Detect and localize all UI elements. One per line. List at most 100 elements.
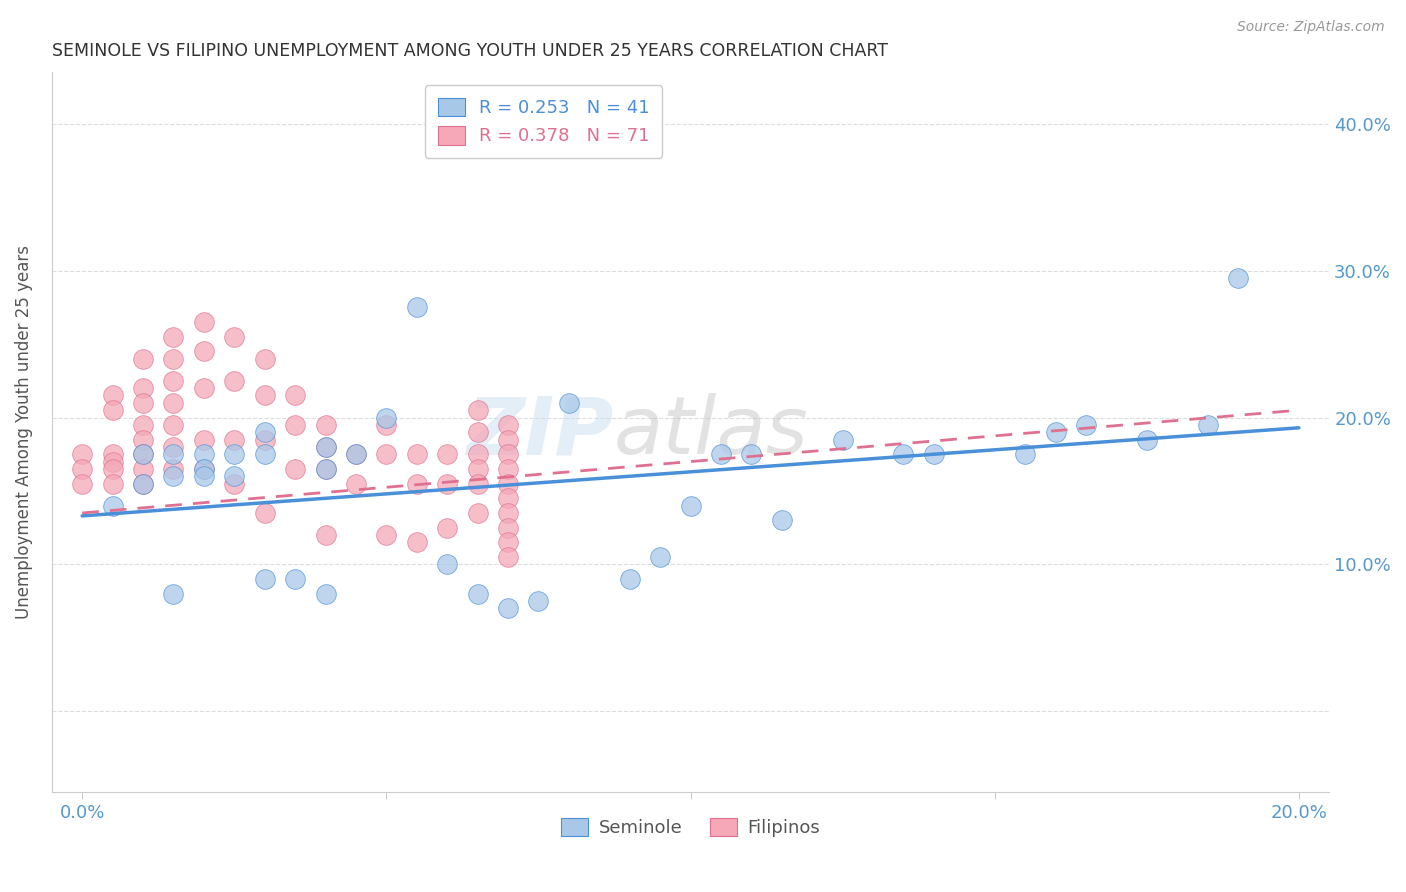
- Point: [710, 447, 733, 461]
- Point: [101, 403, 124, 417]
- Text: atlas: atlas: [614, 393, 808, 471]
- Point: [132, 417, 155, 432]
- Point: [405, 447, 427, 461]
- Point: [162, 330, 184, 344]
- Point: [740, 447, 762, 461]
- Point: [224, 330, 246, 344]
- Point: [70, 447, 93, 461]
- Point: [344, 447, 367, 461]
- Point: [132, 381, 155, 395]
- Point: [101, 454, 124, 468]
- Point: [496, 549, 519, 564]
- Point: [162, 447, 184, 461]
- Point: [101, 476, 124, 491]
- Point: [467, 506, 489, 520]
- Point: [496, 433, 519, 447]
- Point: [253, 388, 276, 402]
- Point: [831, 433, 853, 447]
- Point: [467, 462, 489, 476]
- Point: [253, 425, 276, 440]
- Point: [496, 535, 519, 549]
- Point: [315, 440, 337, 454]
- Point: [132, 396, 155, 410]
- Point: [132, 476, 155, 491]
- Point: [253, 506, 276, 520]
- Point: [162, 351, 184, 366]
- Point: [496, 506, 519, 520]
- Point: [558, 396, 581, 410]
- Point: [922, 447, 945, 461]
- Point: [375, 410, 398, 425]
- Point: [284, 417, 307, 432]
- Point: [405, 535, 427, 549]
- Point: [344, 447, 367, 461]
- Point: [648, 549, 671, 564]
- Point: [1227, 271, 1250, 285]
- Point: [315, 462, 337, 476]
- Point: [1014, 447, 1036, 461]
- Point: [1136, 433, 1159, 447]
- Point: [193, 462, 215, 476]
- Point: [375, 447, 398, 461]
- Point: [162, 417, 184, 432]
- Point: [496, 476, 519, 491]
- Point: [467, 403, 489, 417]
- Point: [162, 587, 184, 601]
- Point: [132, 433, 155, 447]
- Point: [132, 476, 155, 491]
- Point: [224, 469, 246, 483]
- Point: [436, 521, 458, 535]
- Legend: Seminole, Filipinos: Seminole, Filipinos: [554, 810, 828, 844]
- Point: [253, 433, 276, 447]
- Point: [679, 499, 702, 513]
- Point: [193, 433, 215, 447]
- Text: ZIP: ZIP: [467, 393, 614, 471]
- Point: [496, 521, 519, 535]
- Point: [1197, 417, 1219, 432]
- Point: [496, 491, 519, 506]
- Point: [1074, 417, 1097, 432]
- Point: [162, 396, 184, 410]
- Point: [315, 587, 337, 601]
- Point: [893, 447, 915, 461]
- Point: [193, 469, 215, 483]
- Point: [162, 462, 184, 476]
- Point: [162, 374, 184, 388]
- Point: [224, 374, 246, 388]
- Point: [496, 601, 519, 615]
- Point: [253, 572, 276, 586]
- Point: [253, 447, 276, 461]
- Y-axis label: Unemployment Among Youth under 25 years: Unemployment Among Youth under 25 years: [15, 245, 32, 619]
- Point: [770, 513, 793, 527]
- Point: [193, 315, 215, 329]
- Point: [496, 417, 519, 432]
- Point: [101, 388, 124, 402]
- Point: [253, 351, 276, 366]
- Point: [101, 447, 124, 461]
- Point: [315, 440, 337, 454]
- Point: [101, 499, 124, 513]
- Point: [132, 447, 155, 461]
- Point: [132, 351, 155, 366]
- Point: [405, 476, 427, 491]
- Point: [344, 476, 367, 491]
- Point: [496, 447, 519, 461]
- Point: [405, 301, 427, 315]
- Point: [70, 476, 93, 491]
- Point: [619, 572, 641, 586]
- Point: [284, 572, 307, 586]
- Point: [162, 469, 184, 483]
- Point: [436, 447, 458, 461]
- Point: [284, 388, 307, 402]
- Point: [315, 528, 337, 542]
- Point: [193, 381, 215, 395]
- Point: [70, 462, 93, 476]
- Point: [467, 587, 489, 601]
- Point: [1045, 425, 1067, 440]
- Point: [132, 447, 155, 461]
- Point: [193, 447, 215, 461]
- Point: [496, 462, 519, 476]
- Point: [193, 462, 215, 476]
- Point: [315, 417, 337, 432]
- Point: [284, 462, 307, 476]
